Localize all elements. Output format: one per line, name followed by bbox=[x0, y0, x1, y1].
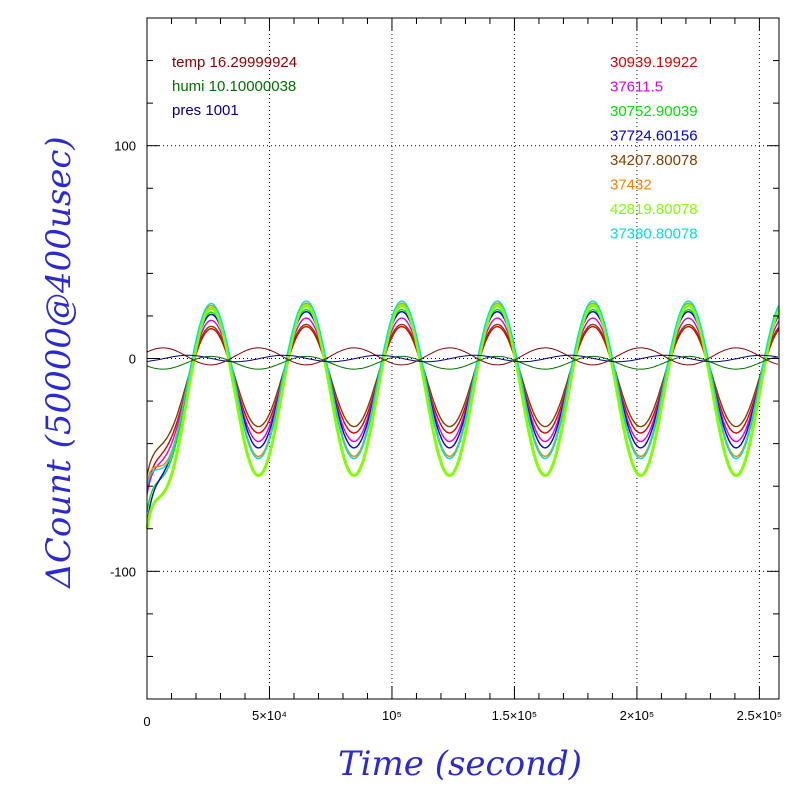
x-tick-label: 2×10⁵ bbox=[620, 708, 655, 723]
y-tick-label: 0 bbox=[129, 352, 136, 367]
series-legend-entry: 37724.60156 bbox=[610, 128, 698, 145]
y-tick-label: 100 bbox=[114, 139, 136, 154]
series-line bbox=[145, 303, 781, 530]
series-legend-entry: 37611.5 bbox=[610, 79, 663, 96]
x-axis-title: Time (second) bbox=[338, 744, 582, 784]
x-tick-label: 1.5×10⁵ bbox=[492, 708, 538, 723]
grid bbox=[147, 18, 779, 699]
env-series-line bbox=[146, 354, 779, 363]
series-line bbox=[146, 300, 780, 487]
y-axis-title: ΔCount (50000@400usec) bbox=[39, 136, 79, 589]
series-legend-entry: 37432 bbox=[610, 177, 652, 194]
x-tick-label: 0 bbox=[143, 714, 150, 729]
env-series-line bbox=[146, 347, 779, 366]
series-layer bbox=[145, 300, 781, 530]
ticks: 0 5×10⁴ 10⁵ 1.5×10⁵ 2×10⁵ 2.5×10⁵ -100 0 100 bbox=[110, 18, 782, 729]
y-tick-label: -100 bbox=[110, 564, 136, 579]
series-line bbox=[146, 325, 780, 491]
series-legend-entry: 37380.80078 bbox=[610, 226, 698, 243]
series-legend-entry: 30752.90039 bbox=[610, 103, 698, 120]
env-legend-entry: temp 16.29999924 bbox=[172, 54, 297, 71]
x-tick-label: 2.5×10⁵ bbox=[737, 708, 783, 723]
legend: temp 16.29999924 humi 10.10000038 pres 100… bbox=[172, 54, 698, 243]
series-legend-entry: 30939.19922 bbox=[610, 54, 698, 71]
x-tick-label: 5×10⁴ bbox=[252, 708, 287, 723]
x-tick-label: 10⁵ bbox=[382, 708, 402, 723]
series-legend-entry: 34207.80078 bbox=[610, 152, 698, 169]
series-line bbox=[146, 323, 780, 476]
env-legend-entry: humi 10.10000038 bbox=[172, 78, 296, 95]
series-legend-entry: 42819.80078 bbox=[610, 201, 698, 218]
env-series-line bbox=[146, 355, 779, 370]
series-line bbox=[146, 302, 780, 483]
env-legend-entry: pres 1001 bbox=[172, 102, 239, 119]
